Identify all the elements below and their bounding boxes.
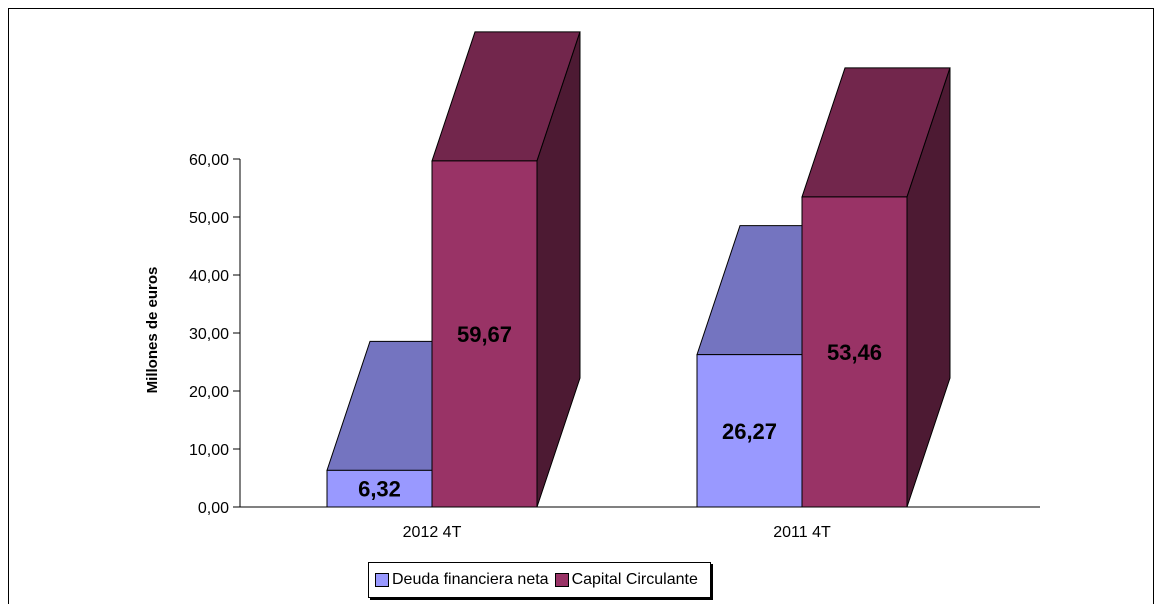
data-label: 53,46 — [827, 340, 882, 365]
bar — [326, 469, 433, 508]
x-tick-label: 2011 4T — [773, 524, 831, 541]
legend-entry-capital: Capital Circulante — [554, 571, 698, 589]
bar — [696, 354, 803, 508]
legend-swatch-capital — [554, 573, 569, 587]
y-tick-label: 40,00 — [189, 268, 229, 285]
chart-frame — [8, 8, 1154, 604]
bar — [431, 160, 538, 508]
legend: Deuda financiera neta Capital Circulante — [368, 562, 711, 598]
data-label: 6,32 — [358, 477, 401, 502]
y-axis-label: Millones de euros — [144, 267, 161, 394]
data-label: 26,27 — [722, 419, 777, 444]
y-tick-label: 0,00 — [198, 500, 229, 517]
y-tick-label: 30,00 — [189, 326, 229, 343]
legend-label-capital: Capital Circulante — [571, 571, 698, 588]
legend-entry-deuda: Deuda financiera neta — [375, 571, 549, 589]
data-label: 59,67 — [457, 322, 512, 347]
y-tick-label: 60,00 — [189, 152, 229, 169]
bar — [801, 196, 908, 508]
y-tick-label: 20,00 — [189, 384, 229, 401]
legend-swatch-deuda — [375, 573, 389, 587]
plot-area: 0,00 10,00 20,00 30,00 40,00 50,00 60,00 6,32 59… — [189, 31, 1040, 541]
y-tick-label: 10,00 — [189, 442, 229, 459]
x-tick-label: 2012 4T — [403, 524, 462, 541]
legend-label-deuda: Deuda financiera neta — [392, 571, 549, 588]
y-tick-label: 50,00 — [189, 210, 229, 227]
